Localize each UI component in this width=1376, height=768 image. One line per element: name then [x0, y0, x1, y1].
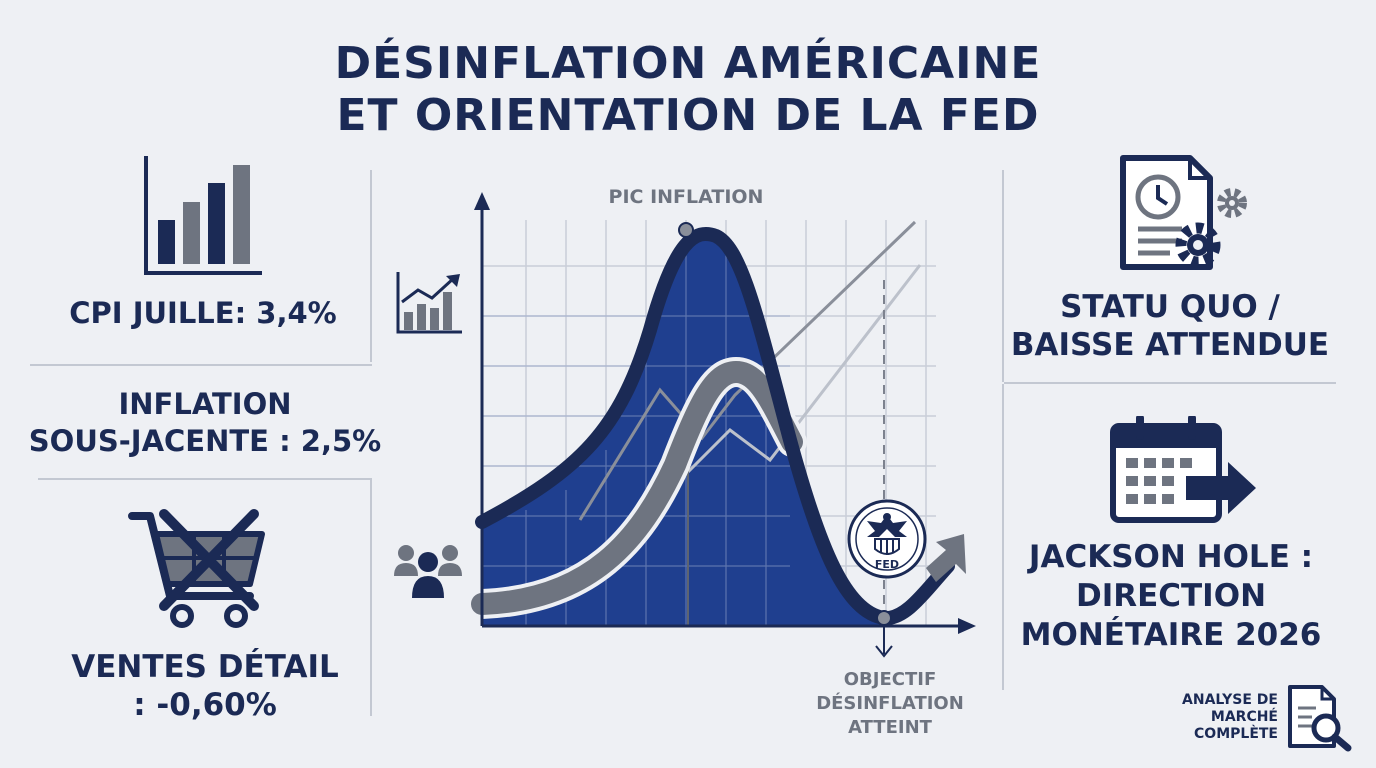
divider-right-upper — [1002, 170, 1004, 382]
target-label: OBJECTIF DÉSINFLATION ATTEINT — [790, 668, 990, 740]
bar-chart-icon — [144, 156, 262, 275]
fed-seal-text: FED — [875, 558, 899, 571]
divider-left-top — [30, 364, 372, 366]
divider-left-lower — [370, 478, 372, 716]
title-line-1: DÉSINFLATION AMÉRICAINE — [334, 38, 1042, 89]
target-label-line-2: DÉSINFLATION — [816, 693, 964, 714]
divider-right — [1004, 382, 1336, 384]
fed-outlook-stat: STATU QUO / BAISSE ATTENDUE — [1010, 288, 1330, 364]
divider-left-upper — [370, 170, 372, 362]
retail-sales-line-2: : -0,60% — [133, 687, 277, 723]
page-title: DÉSINFLATION AMÉRICAINE ET ORIENTATION D… — [0, 38, 1376, 142]
cpi-stat: CPI JUILLE: 3,4% — [69, 296, 337, 330]
jackson-hole-line-3: MONÉTAIRE 2026 — [1020, 617, 1322, 653]
target-label-line-1: OBJECTIF — [843, 669, 937, 690]
x-axis-arrow — [958, 618, 976, 634]
jackson-hole-line-1: JACKSON HOLE : — [1028, 539, 1314, 575]
target-pointer-arrow — [875, 645, 893, 658]
people-icon — [394, 545, 462, 598]
y-axis-arrow — [474, 192, 490, 210]
document-magnifier-icon — [1288, 685, 1352, 752]
trend-chart-icon — [396, 272, 462, 334]
inflation-chart — [470, 192, 976, 658]
retail-sales-stat: VENTES DÉTAIL : -0,60% — [40, 648, 370, 724]
divider-right-lower — [1002, 384, 1004, 690]
fed-outlook-line-2: BAISSE ATTENDUE — [1010, 327, 1330, 363]
footer-line-3: COMPLÈTE — [1194, 726, 1278, 742]
footer-line-1: ANALYSE DE — [1182, 692, 1278, 708]
footer-label: ANALYSE DE MARCHÉ COMPLÈTE — [1150, 692, 1278, 743]
document-clock-gear-icon — [1120, 155, 1247, 270]
rebound-arrow — [926, 534, 966, 582]
jackson-hole-stat: JACKSON HOLE : DIRECTION MONÉTAIRE 2026 — [1008, 538, 1334, 655]
peak-marker — [678, 222, 694, 238]
fed-seal-icon: FED — [847, 499, 927, 579]
fed-outlook-line-1: STATU QUO / — [1060, 289, 1280, 325]
retail-sales-line-1: VENTES DÉTAIL — [71, 649, 339, 685]
core-inflation-line-2: SOUS-JACENTE : 2,5% — [28, 424, 382, 458]
shopping-cart-crossed-icon — [128, 509, 265, 628]
calendar-arrow-icon — [1110, 416, 1256, 523]
peak-label: PIC INFLATION — [608, 186, 764, 208]
target-marker — [876, 610, 892, 626]
target-label-line-3: ATTEINT — [848, 717, 932, 738]
core-inflation-line-1: INFLATION — [118, 387, 292, 421]
divider-left-bottom — [38, 478, 372, 480]
core-inflation-stat: INFLATION SOUS-JACENTE : 2,5% — [20, 386, 390, 460]
footer-line-2: MARCHÉ — [1210, 709, 1278, 725]
title-line-2: ET ORIENTATION DE LA FED — [336, 90, 1040, 141]
jackson-hole-line-2: DIRECTION — [1075, 578, 1267, 614]
